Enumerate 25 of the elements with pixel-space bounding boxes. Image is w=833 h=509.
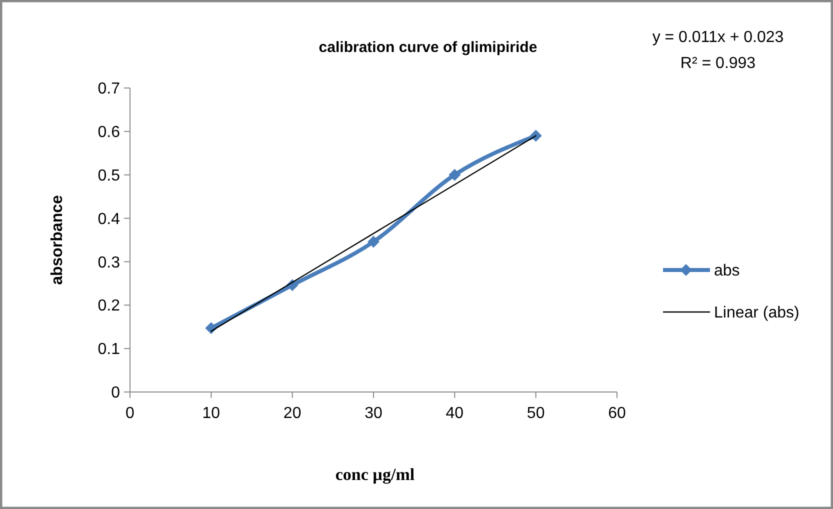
y-tick-label: 0.1 bbox=[98, 341, 120, 358]
y-tick-label: 0.6 bbox=[98, 124, 120, 142]
point bbox=[448, 168, 461, 181]
x-tick-label: 10 bbox=[202, 405, 220, 422]
x-tick-label: 0 bbox=[126, 405, 135, 422]
chart-title: calibration curve of glimipiride bbox=[318, 39, 538, 56]
y-tick-label: 0.5 bbox=[98, 167, 120, 184]
x-axis-title: conc µg/ml bbox=[335, 465, 415, 484]
x-tick-label: 60 bbox=[608, 405, 626, 422]
point bbox=[368, 236, 380, 248]
y-tick-label: 0.4 bbox=[98, 210, 120, 228]
y-tick-label: 0 bbox=[111, 384, 120, 402]
y-tick-label: 0.7 bbox=[98, 80, 120, 98]
text: R² = 0.993 bbox=[680, 55, 756, 72]
legend-label: Linear (abs) bbox=[714, 304, 800, 322]
x-tick-label: 30 bbox=[364, 405, 382, 422]
text: y = 0.011x + 0.023 bbox=[652, 29, 784, 46]
point bbox=[530, 130, 542, 142]
x-tick-label: 40 bbox=[446, 405, 464, 422]
x-tick-label: 20 bbox=[283, 405, 302, 422]
y-tick-label: 0.3 bbox=[98, 254, 120, 272]
y-tick-label: 0.2 bbox=[98, 298, 120, 315]
y-axis-title: absorbance bbox=[49, 194, 66, 285]
legend-label: abs bbox=[714, 262, 740, 280]
x-tick-label: 50 bbox=[526, 405, 545, 422]
